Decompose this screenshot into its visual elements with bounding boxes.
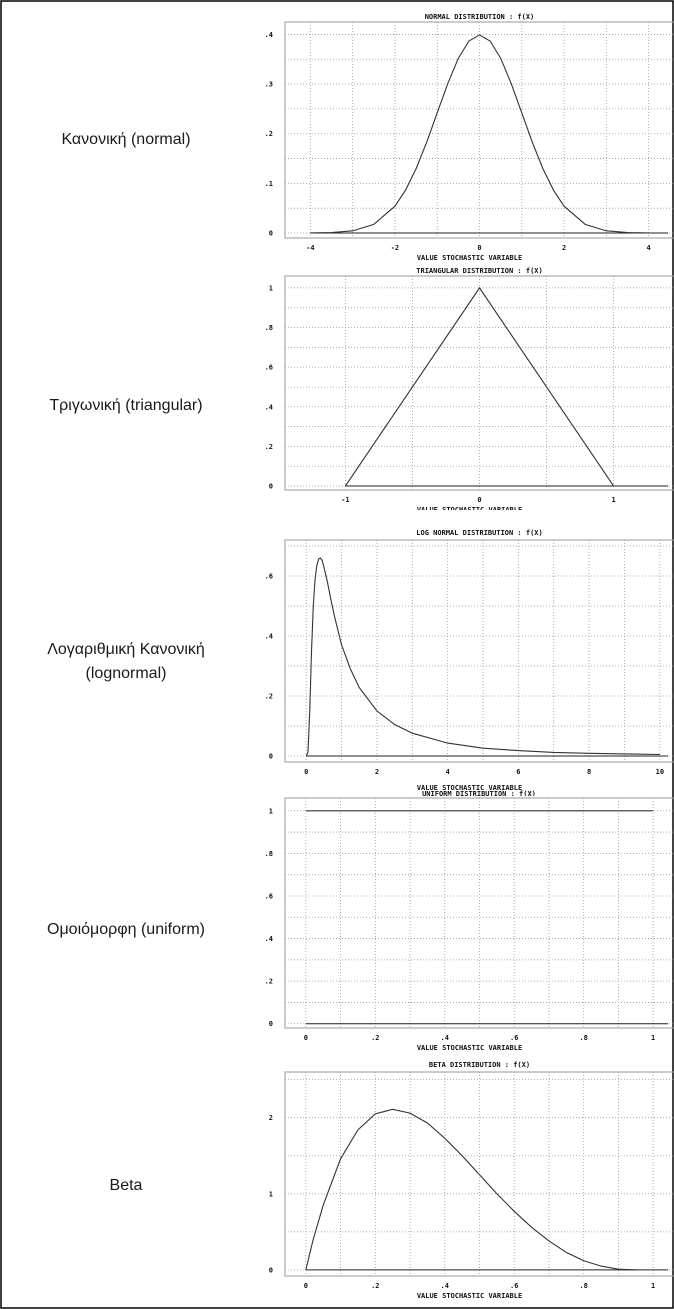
x-tick-label: .4 xyxy=(441,1034,449,1042)
x-axis-label: VALUE STOCHASTIC VARIABLE xyxy=(417,784,522,792)
chart-title: BETA DISTRIBUTION : f(X) xyxy=(429,1061,530,1069)
y-tick-label: .4 xyxy=(265,31,273,39)
x-tick-label: 0 xyxy=(477,496,481,504)
y-tick-label: .6 xyxy=(265,892,273,900)
y-tick-label: .2 xyxy=(265,978,273,986)
y-tick-label: .2 xyxy=(265,443,273,451)
distribution-curve xyxy=(305,557,660,757)
normal-distribution-chart: NORMAL DISTRIBUTION : f(X) -4 -2 0 2 4 0 .1 .2 .3… xyxy=(265,13,674,262)
x-tick-label: 1 xyxy=(651,1034,655,1042)
beta-distribution-chart: BETA DISTRIBUTION : f(X) 0 .2 .4 .6 .8 1 0 1 2 VAL… xyxy=(269,1061,674,1300)
y-tick-label: .8 xyxy=(265,850,273,858)
x-axis-label: VALUE STOCHASTIC VARIABLE xyxy=(417,1292,522,1300)
lognormal-distribution-chart: LOG NORMAL DISTRIBUTION : f(X) 0 2 4 6 8 10 0 .2… xyxy=(265,529,674,796)
y-tick-label: .4 xyxy=(265,935,273,943)
y-tick-label: 0 xyxy=(269,1020,273,1028)
distribution-curve xyxy=(305,1108,636,1271)
y-tick-label: .6 xyxy=(265,573,273,581)
y-tick-label: .1 xyxy=(265,180,273,188)
row-label-lognormal-line1: Λογαριθμική Κανονική xyxy=(47,641,205,658)
x-axis-label: VALUE STOCHASTIC VARIABLE xyxy=(417,1044,522,1052)
y-tick-label: 0 xyxy=(269,753,273,761)
y-tick-label: 0 xyxy=(269,1266,273,1274)
x-tick-label: 0 xyxy=(304,1282,308,1290)
x-tick-label: 1 xyxy=(651,1282,655,1290)
x-tick-label: 6 xyxy=(516,768,520,776)
chart-title: LOG NORMAL DISTRIBUTION : f(X) xyxy=(416,529,542,537)
y-tick-label: .3 xyxy=(265,81,273,89)
row-label-normal: Κανονική (normal) xyxy=(8,128,244,152)
x-tick-label: .4 xyxy=(441,1282,449,1290)
x-tick-label: -1 xyxy=(341,496,349,504)
x-tick-label: .2 xyxy=(371,1282,379,1290)
x-tick-label: -2 xyxy=(391,244,399,252)
row-label-lognormal: Λογαριθμική Κανονική (lognormal) xyxy=(8,638,244,686)
x-tick-label: 0 xyxy=(477,244,481,252)
row-label-lognormal-line2: (lognormal) xyxy=(85,665,167,682)
row-label-uniform-text: Ομοιόμορφη (uniform) xyxy=(47,921,205,938)
uniform-chart-title: UNIFORM DISTRIBUTION : f(X) xyxy=(422,790,536,796)
x-tick-label: 0 xyxy=(304,1034,308,1042)
row-label-normal-text: Κανονική (normal) xyxy=(61,131,191,148)
x-tick-label: 2 xyxy=(562,244,566,252)
y-tick-label: .4 xyxy=(265,633,273,641)
uniform-distribution-chart: 0 .2 .4 .6 .8 1 0 .2 .4 .6 .8 1 VALUE STOCHASTIC VAR… xyxy=(265,797,674,1052)
y-tick-label: .4 xyxy=(265,403,273,411)
x-tick-label: 1 xyxy=(612,496,616,504)
y-tick-label: .2 xyxy=(265,130,273,138)
x-tick-label: .8 xyxy=(579,1282,587,1290)
x-tick-label: 8 xyxy=(587,768,591,776)
y-tick-label: 2 xyxy=(269,1114,273,1122)
row-label-beta: Beta xyxy=(8,1174,244,1198)
x-tick-label: .8 xyxy=(579,1034,587,1042)
x-axis-label: VALUE STOCHASTIC VARIABLE xyxy=(417,254,522,262)
y-tick-label: 0 xyxy=(269,230,273,238)
x-tick-label: -4 xyxy=(306,244,314,252)
y-tick-label: .6 xyxy=(265,364,273,372)
chart-title: NORMAL DISTRIBUTION : f(X) xyxy=(425,13,535,21)
x-tick-label: .6 xyxy=(510,1282,518,1290)
x-tick-label: 4 xyxy=(647,244,651,252)
y-tick-label: 1 xyxy=(269,1190,273,1198)
row-label-triangular: Τριγωνική (triangular) xyxy=(8,394,244,418)
y-tick-label: 1 xyxy=(269,284,273,292)
x-tick-label: 4 xyxy=(446,768,450,776)
x-tick-label: 10 xyxy=(656,768,664,776)
distribution-curve xyxy=(310,34,649,234)
x-tick-label: 2 xyxy=(375,768,379,776)
x-tick-label: 0 xyxy=(304,768,308,776)
row-label-uniform: Ομοιόμορφη (uniform) xyxy=(8,918,244,942)
y-tick-label: .8 xyxy=(265,324,273,332)
y-tick-label: .2 xyxy=(265,693,273,701)
y-tick-label: 0 xyxy=(269,483,273,491)
x-tick-label: .2 xyxy=(371,1034,379,1042)
distribution-curve xyxy=(344,286,615,487)
triangular-distribution-chart: TRIANGULAR DISTRIBUTION : f(X) -1 0 1 0 .2 .4.… xyxy=(265,267,674,510)
plot-frame xyxy=(284,539,674,763)
y-tick-label: 1 xyxy=(269,807,273,815)
row-label-triangular-text: Τριγωνική (triangular) xyxy=(49,397,203,414)
chart-title: TRIANGULAR DISTRIBUTION : f(X) xyxy=(416,267,542,275)
row-label-beta-text: Beta xyxy=(109,1177,143,1194)
x-axis-label: VALUE STOCHASTIC VARIABLE xyxy=(417,506,522,510)
x-tick-label: .6 xyxy=(510,1034,518,1042)
